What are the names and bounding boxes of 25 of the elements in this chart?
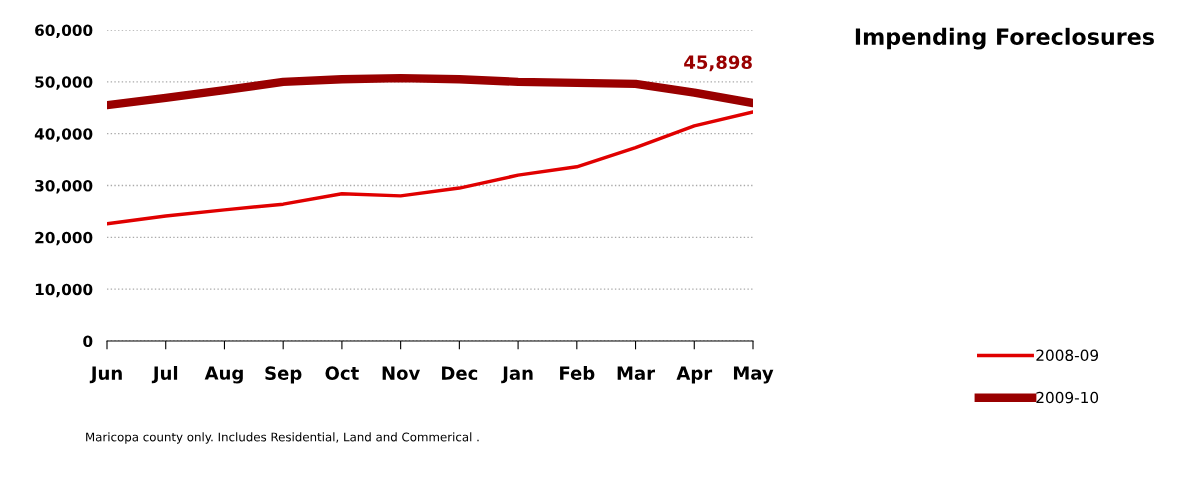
annotation: 45,898 (684, 55, 752, 72)
x-tick-label: Dec (442, 366, 478, 380)
x-tick-label: Jun (89, 366, 122, 384)
y-tick-label: 40,000 (34, 128, 93, 142)
y-tick-label: 10,000 (35, 283, 93, 298)
y-tick-label: 50,000 (35, 76, 93, 90)
x-tick-label: Oct (325, 366, 359, 380)
y-tick-label: 20,000 (35, 231, 93, 246)
x-tick-label: Jul (151, 366, 178, 384)
line-series (107, 110, 753, 226)
legend-label: 2009-10 (1036, 391, 1099, 404)
x-tick-label: Apr (676, 366, 713, 384)
x-tick-label: Jan (501, 366, 533, 384)
text: Impending Foreclosures (855, 27, 1154, 50)
x-tick-label: Sep (265, 366, 302, 384)
x-tick-label: Feb (560, 366, 595, 380)
x-tick-label: Mar (617, 366, 656, 380)
y-tick-label: 30,000 (35, 179, 93, 194)
y-tick-label: 60,000 (35, 24, 93, 38)
text: Maricopa county only. Includes Residential, Land and Commerical . (86, 432, 479, 444)
y-tick-label: 0 (83, 335, 93, 348)
legend-label: 2008-09 (1036, 349, 1099, 361)
x-tick-label: Aug (204, 366, 243, 384)
x-tick-label: May (733, 366, 774, 384)
x-tick-label: Nov (382, 366, 421, 380)
